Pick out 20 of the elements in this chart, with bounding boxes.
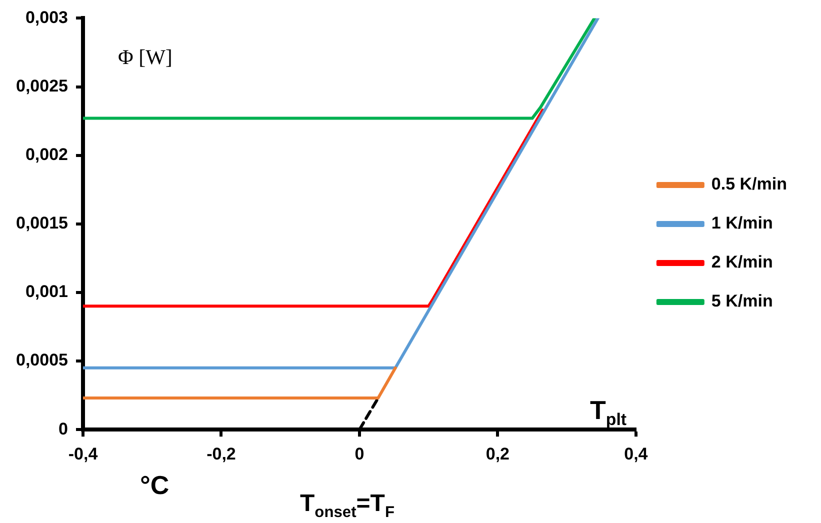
y-tick-label: 0,0015 (16, 214, 68, 233)
x-tick-label: 0,4 (624, 444, 648, 464)
text: T$_{onset}$=T$_{F}$ (300, 490, 394, 522)
legend-label: 5 K/min (711, 292, 773, 311)
y-axis-title: Φ [W] (118, 45, 172, 70)
legend-label: 1 K/min (711, 214, 773, 233)
legend-label: 2 K/min (711, 252, 773, 272)
x-tick-label: 0 (354, 444, 364, 464)
x-tick-label: 0,2 (486, 444, 510, 464)
legend-label: 0.5 K/min (711, 174, 788, 194)
y-tick-label: 0,0025 (16, 76, 68, 96)
y-tick-label: 0 (58, 419, 68, 438)
x-axis-title: °C (140, 470, 170, 501)
y-tick-label: 0,001 (25, 282, 68, 302)
annotation: T$_{plt}$ (590, 395, 627, 430)
y-tick-label: 0,0005 (16, 350, 68, 370)
x-tick-label: -0,2 (206, 444, 236, 464)
y-tick-label: 0,003 (25, 8, 68, 27)
y-tick-label: 0,002 (25, 145, 68, 164)
x-tick-label: -0,4 (68, 444, 98, 464)
